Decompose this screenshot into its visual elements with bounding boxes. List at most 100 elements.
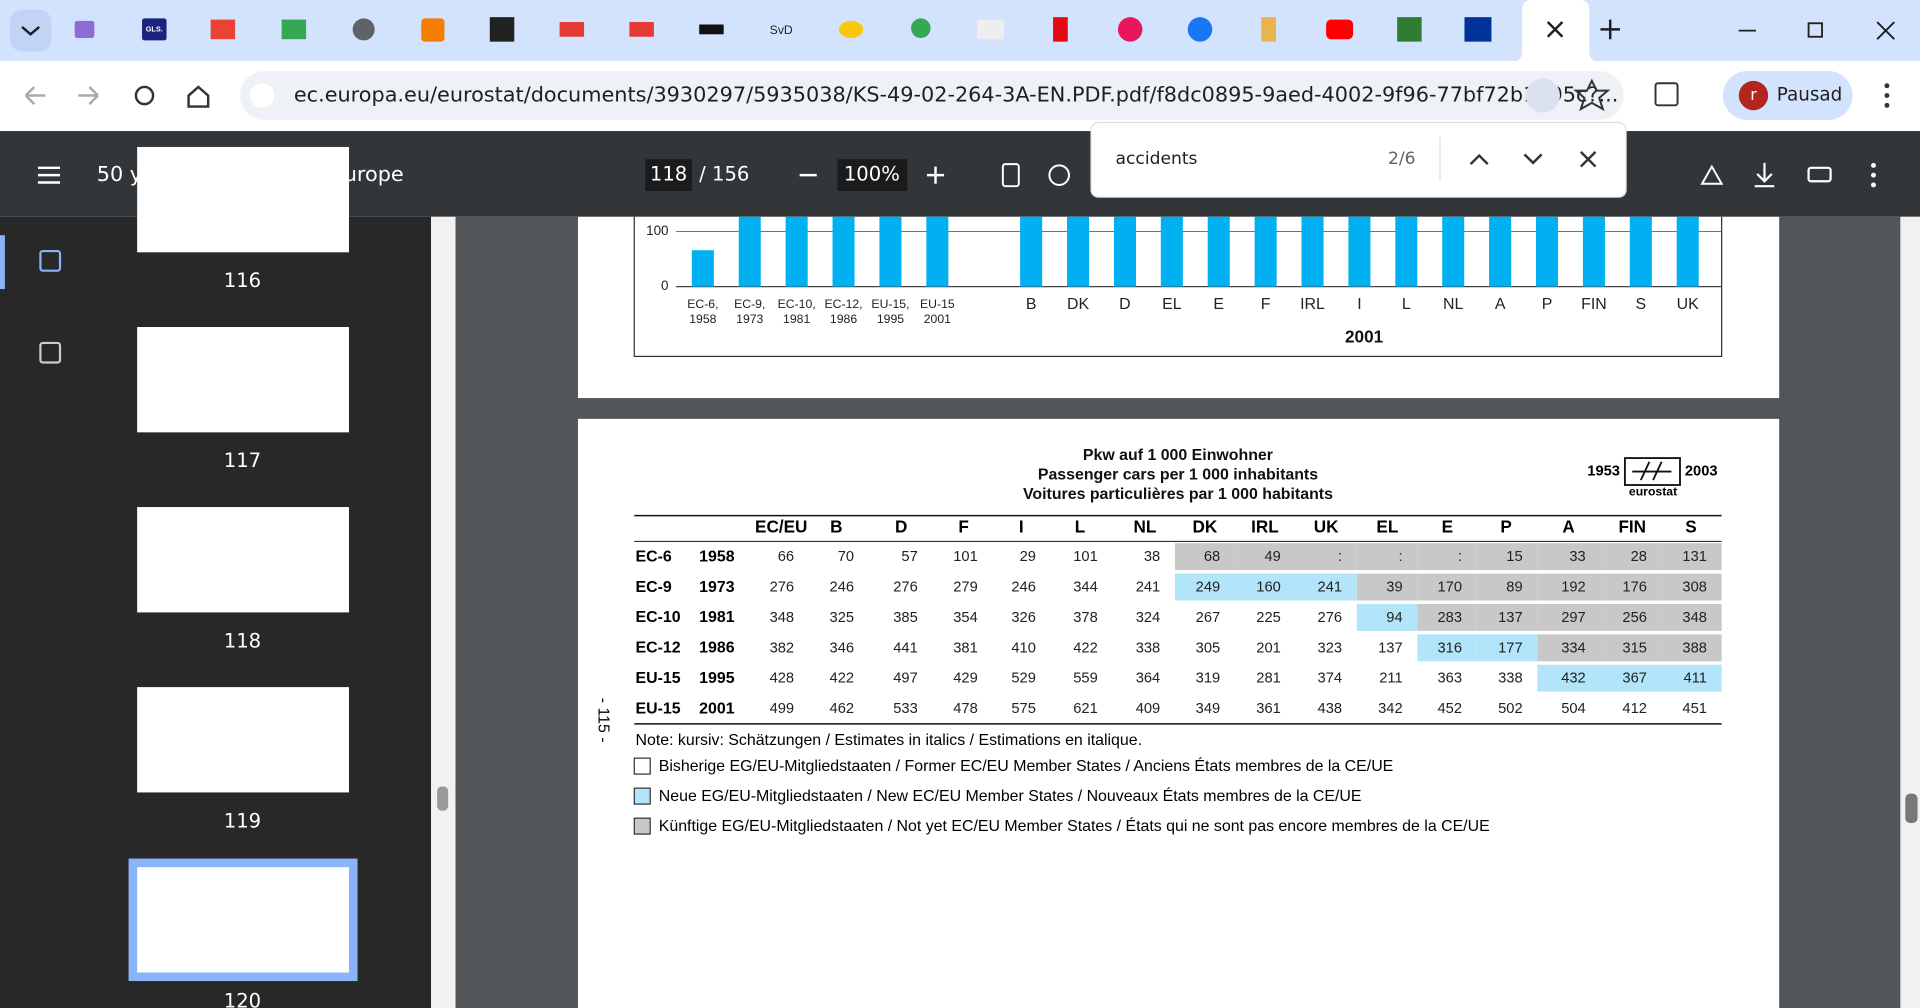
back-button[interactable]: [24, 86, 46, 105]
zoom-value: 100%: [844, 163, 900, 186]
row-group: EC-12: [636, 640, 681, 657]
cell-fill: [1537, 634, 1601, 662]
tab-icons[interactable]: GLS. SvD: [74, 17, 1492, 42]
cell-fill: [1295, 543, 1357, 571]
x-tick-label: A: [1495, 296, 1506, 313]
cell-value: :: [1458, 549, 1462, 565]
cell-value: 349: [1196, 701, 1221, 717]
find-next[interactable]: [1523, 153, 1543, 165]
cell-value: 89: [1506, 580, 1522, 596]
thumbnail[interactable]: [137, 507, 349, 613]
find-input[interactable]: accidents: [1116, 149, 1198, 169]
bar: [926, 216, 949, 287]
cell-value: 283: [1438, 610, 1463, 626]
thumbnail[interactable]: [137, 687, 349, 793]
chart-frame: [633, 216, 1723, 358]
cell-value: :: [1338, 549, 1342, 565]
find-previous[interactable]: [1469, 153, 1489, 165]
cell-value: 381: [953, 640, 978, 656]
thumbnail[interactable]: [137, 327, 349, 433]
home-button[interactable]: [187, 85, 210, 108]
column-header: E: [1442, 516, 1453, 536]
x-tick-label: B: [1026, 296, 1037, 313]
cell-value: 334: [1561, 640, 1586, 656]
bookmark-button[interactable]: [1573, 78, 1611, 112]
bar: [738, 216, 761, 287]
cell-fill: [1417, 603, 1477, 631]
drive-button[interactable]: [1700, 164, 1724, 185]
cell-value: 385: [893, 610, 918, 626]
cell-fill: [1356, 543, 1418, 571]
cell-fill: [1600, 634, 1662, 662]
page-total: / 156: [699, 163, 749, 186]
bar: [879, 216, 902, 287]
cell-value: 176: [1622, 580, 1647, 596]
zoom-input[interactable]: [837, 159, 908, 192]
thumbnails-tab[interactable]: [39, 249, 62, 272]
cell-value: 246: [830, 580, 855, 596]
outline-tab[interactable]: [39, 341, 62, 364]
cell-fill: [1476, 543, 1538, 571]
column-header: EL: [1376, 516, 1398, 536]
cell-value: 348: [770, 610, 795, 626]
menu-button[interactable]: [1884, 83, 1890, 108]
download-button[interactable]: [1754, 162, 1775, 188]
x-tick-label: 2001: [924, 312, 951, 326]
avatar: r: [1750, 85, 1757, 104]
cell-value: 137: [1378, 640, 1403, 656]
x-tick-label: I: [1357, 296, 1361, 313]
cell-value: 382: [770, 640, 795, 656]
column-header: EC/EU: [755, 516, 807, 536]
cell-value: 412: [1622, 701, 1647, 717]
cell-fill: [1600, 664, 1662, 692]
cell-value: 160: [1256, 580, 1281, 596]
tab-search[interactable]: [9, 9, 52, 52]
zoom-in[interactable]: [926, 166, 945, 184]
cell-value: 497: [893, 671, 918, 687]
doc-scrollbar: [1900, 216, 1920, 1008]
column-header: FIN: [1618, 516, 1646, 536]
thumbnail[interactable]: [137, 146, 349, 253]
cell-fill: [1661, 634, 1722, 662]
cell-value: 529: [1011, 671, 1036, 687]
lens-button[interactable]: [1525, 78, 1560, 113]
find-count: 2/6: [1388, 149, 1416, 169]
cell-value: 192: [1561, 580, 1586, 596]
reload-button[interactable]: [134, 85, 155, 106]
profile-name: Pausad: [1777, 85, 1843, 106]
find-close[interactable]: [1579, 151, 1597, 168]
cell-value: 279: [953, 580, 978, 596]
cell-value: 276: [770, 580, 795, 596]
cell-value: 324: [1136, 610, 1161, 626]
tab-icon-text: SvD: [770, 23, 793, 37]
rotate-button[interactable]: [1048, 164, 1070, 186]
cell-value: 504: [1561, 701, 1586, 717]
thumbnail[interactable]: [137, 867, 349, 973]
cell-value: 281: [1256, 671, 1281, 687]
forward-button[interactable]: [78, 86, 99, 105]
cell-fill: [1600, 543, 1662, 571]
cell-value: 411: [1684, 671, 1707, 687]
cell-value: 33: [1569, 549, 1585, 565]
x-tick-label: EC-9,: [734, 297, 765, 311]
bar: [1676, 216, 1699, 287]
row-year: 1995: [699, 670, 735, 687]
print-button[interactable]: [1807, 166, 1832, 183]
cell-fill: [1537, 603, 1601, 631]
legend-label: Künftige EG/EU-Mitgliedstaaten / Not yet…: [659, 816, 1490, 835]
cell-value: 256: [1622, 610, 1647, 626]
fit-button[interactable]: [1001, 163, 1020, 188]
row-group: EC-6: [636, 548, 672, 565]
bar: [1113, 216, 1136, 287]
more-button[interactable]: [1871, 162, 1876, 188]
sidebar-toggle[interactable]: [37, 166, 60, 184]
cell-value: 319: [1196, 671, 1221, 687]
column-header: NL: [1133, 516, 1156, 536]
bar: [1442, 216, 1465, 287]
column-header: F: [958, 516, 968, 536]
omnibox[interactable]: [240, 71, 1624, 121]
bar: [1207, 216, 1230, 287]
page-input[interactable]: [645, 159, 692, 192]
extensions-button[interactable]: [1654, 82, 1679, 107]
